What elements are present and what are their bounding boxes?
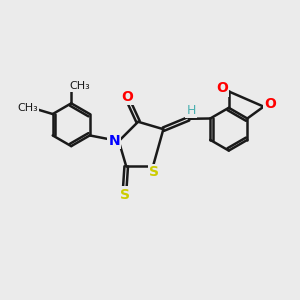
Text: S: S	[120, 188, 130, 202]
Text: H: H	[186, 104, 196, 117]
Text: O: O	[121, 90, 133, 104]
Text: CH₃: CH₃	[17, 103, 38, 113]
Text: O: O	[264, 97, 276, 111]
Text: CH₃: CH₃	[70, 81, 91, 91]
Text: S: S	[149, 165, 160, 179]
Text: O: O	[216, 82, 228, 95]
Text: N: N	[109, 134, 120, 148]
